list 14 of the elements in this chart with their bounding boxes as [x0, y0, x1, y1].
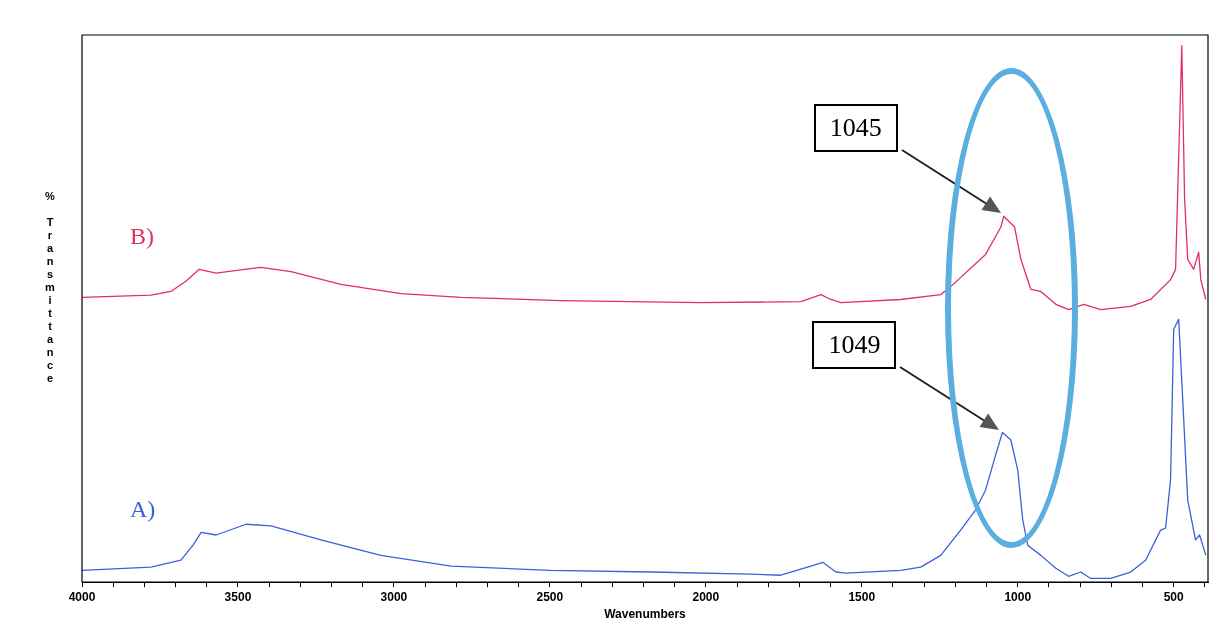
y-axis-title: % Transmittance	[44, 190, 56, 385]
x-tick-label: 2500	[536, 589, 564, 604]
series-label: A)	[130, 495, 156, 522]
annotation: 1045	[829, 113, 882, 144]
x-tick-label: 3500	[224, 589, 252, 604]
x-tick-label: 1000	[1004, 589, 1032, 604]
series-label: B)	[130, 222, 154, 249]
x-axis-title: Wavenumbers	[604, 607, 687, 622]
x-tick-label: 500	[1163, 589, 1185, 604]
annotation: 1049	[828, 329, 881, 360]
x-tick-label: 1500	[848, 589, 876, 604]
x-tick-label: 4000	[68, 589, 96, 604]
x-tick-label: 2000	[692, 589, 720, 604]
x-tick-label: 3000	[380, 589, 408, 604]
